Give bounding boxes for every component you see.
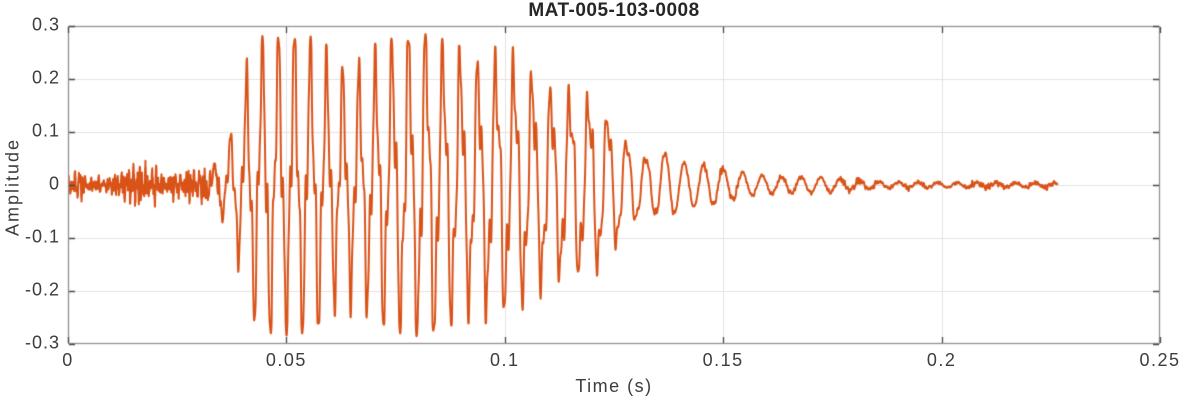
- y-tick-label: -0.1: [24, 226, 60, 247]
- x-tick-label: 0.15: [702, 350, 744, 370]
- x-tick-label: 0.2: [926, 350, 957, 370]
- x-tick-label: 0.05: [265, 350, 307, 370]
- y-tick-label: 0.1: [31, 120, 60, 141]
- chart-title: MAT-005-103-0008: [528, 0, 700, 21]
- y-tick-label: -0.2: [24, 279, 60, 300]
- y-tick-label: 0.2: [31, 67, 60, 88]
- y-tick-label: -0.3: [24, 332, 60, 353]
- y-tick-label: 0: [48, 173, 60, 194]
- y-axis-label: Amplitude: [2, 137, 23, 237]
- x-tick-label: 0.1: [490, 350, 520, 370]
- y-tick-label: 0.3: [31, 14, 60, 35]
- x-tick-label: 0: [62, 350, 74, 370]
- x-axis-label: Time (s): [575, 376, 653, 396]
- x-tick-label: 0.25: [1139, 350, 1181, 370]
